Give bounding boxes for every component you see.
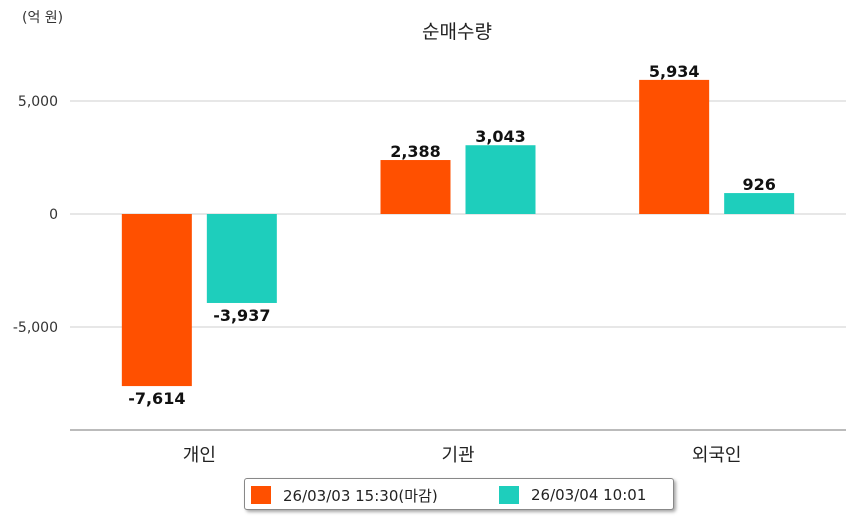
y-axis: 5,000 0 -5,000 xyxy=(13,94,58,336)
legend-item-series-1[interactable]: 26/03/03 15:30(마감) xyxy=(251,485,438,505)
x-tick-label: 기관 xyxy=(441,445,474,466)
bar[interactable] xyxy=(380,160,451,214)
bar[interactable] xyxy=(121,214,192,387)
unit-label: (억 원) xyxy=(22,10,63,26)
y-tick-label: -5,000 xyxy=(13,320,58,336)
legend: 26/03/03 15:30(마감) 26/03/04 10:01 xyxy=(244,478,674,510)
legend-swatch-series-1 xyxy=(251,486,271,504)
x-tick-label: 개인 xyxy=(183,445,216,466)
data-label: -3,937 xyxy=(213,306,270,325)
bar[interactable] xyxy=(639,79,710,214)
data-label: 926 xyxy=(742,175,775,194)
data-label: 3,043 xyxy=(475,127,526,146)
bar[interactable] xyxy=(465,145,536,214)
chart-title: 순매수량 xyxy=(422,21,492,43)
legend-item-series-2[interactable]: 26/03/04 10:01 xyxy=(499,485,646,505)
legend-swatch-series-2 xyxy=(499,486,519,504)
legend-label-series-1: 26/03/03 15:30(마감) xyxy=(283,486,438,505)
legend-label-series-2: 26/03/04 10:01 xyxy=(531,486,647,504)
x-axis: 개인 기관 외국인 xyxy=(183,445,742,466)
y-tick-label: 5,000 xyxy=(18,94,58,110)
y-tick-label: 0 xyxy=(49,207,58,223)
data-label: 5,934 xyxy=(649,62,700,81)
bar[interactable] xyxy=(724,193,795,214)
data-labels: -7,614 -3,937 2,388 3,043 5,934 926 xyxy=(128,62,776,408)
bar[interactable] xyxy=(206,214,277,303)
data-label: -7,614 xyxy=(128,389,185,408)
x-tick-label: 외국인 xyxy=(692,445,742,466)
grid-lines xyxy=(70,100,846,328)
data-label: 2,388 xyxy=(390,142,441,161)
bar-series xyxy=(121,79,795,387)
